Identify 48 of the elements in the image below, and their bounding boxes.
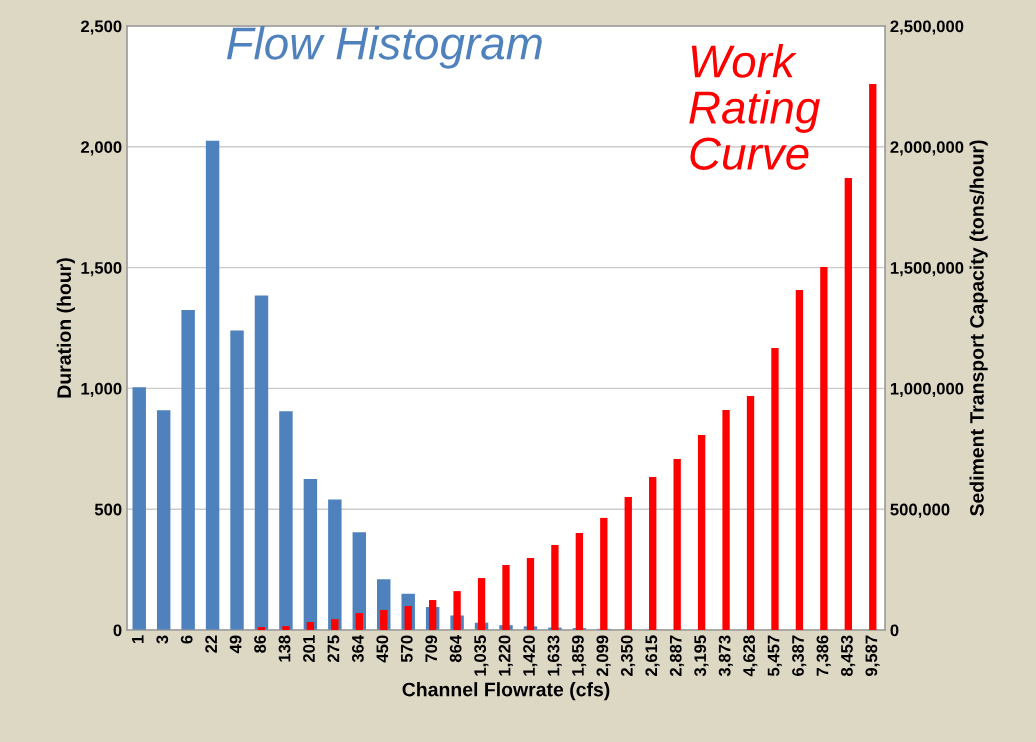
x-tick-label: 450 — [376, 635, 389, 663]
x-tick-label: 1,859 — [572, 635, 587, 676]
x-tick-label: 2,887 — [669, 635, 685, 676]
x-tick-label: 9,587 — [865, 635, 880, 676]
x-tick-label: 49 — [229, 635, 242, 654]
x-tick-label: 1,633 — [547, 635, 562, 676]
x-tick-label: 4,628 — [743, 635, 758, 677]
x-tick-label: 3,195 — [694, 635, 709, 677]
x-tick-label: 201 — [303, 635, 315, 663]
y2-tick-label: 1,500,000 — [890, 262, 964, 277]
x-tick-label: 7,386 — [816, 635, 831, 676]
x-tick-label: 2,615 — [645, 635, 660, 676]
y2-axis-title: Sediment Transport Capacity (tons/hour) — [969, 140, 988, 516]
x-tick-label: 6,387 — [792, 635, 807, 676]
x-tick-label: 864 — [449, 634, 462, 663]
y2-tick-label: 1,000,000 — [890, 382, 964, 398]
x-tick-label: 86 — [254, 635, 266, 653]
x-tick-label: 570 — [400, 635, 413, 663]
x-tick-label: 1 — [132, 635, 144, 644]
y-axis-title: Duration (hour) — [56, 258, 75, 398]
x-tick-label: 1,220 — [498, 635, 513, 676]
x-tick-label: 22 — [205, 635, 217, 653]
y-tick-label: 0 — [113, 624, 122, 637]
y-tick-label: 500 — [94, 503, 122, 516]
y2-tick-label: 500,000 — [890, 503, 950, 518]
x-tick-label: 709 — [425, 635, 438, 662]
y-tick-label: 2,000 — [81, 141, 122, 156]
x-tick-label: 2,099 — [596, 635, 611, 676]
x-tick-label: 275 — [327, 635, 340, 663]
x-tick-label: 8,453 — [840, 635, 856, 677]
y2-tick-label: 2,500,000 — [890, 20, 964, 35]
y2-tick-label: 0 — [890, 624, 899, 637]
x-tick-label: 5,457 — [767, 635, 782, 677]
y-tick-label: 1,500 — [81, 262, 122, 277]
y-tick-label: 2,500 — [81, 20, 122, 35]
y-tick-label: 1,000 — [81, 382, 122, 398]
x-tick-label: 364 — [351, 634, 364, 663]
x-tick-label: 138 — [278, 635, 291, 662]
x-tick-label: 3,873 — [718, 635, 733, 677]
x-tick-label: 6 — [180, 635, 193, 644]
x-tick-label: 3 — [156, 635, 169, 644]
x-tick-label: 1,035 — [474, 635, 489, 676]
series-label: Flow Histogram — [226, 26, 542, 69]
x-tick-label: 1,420 — [523, 635, 538, 676]
series-label: Work Rating Curve — [689, 44, 820, 170]
x-axis-title: Channel Flowrate (cfs) — [402, 682, 610, 701]
x-tick-label: 2,350 — [620, 635, 636, 676]
y2-tick-label: 2,000,000 — [890, 141, 964, 156]
